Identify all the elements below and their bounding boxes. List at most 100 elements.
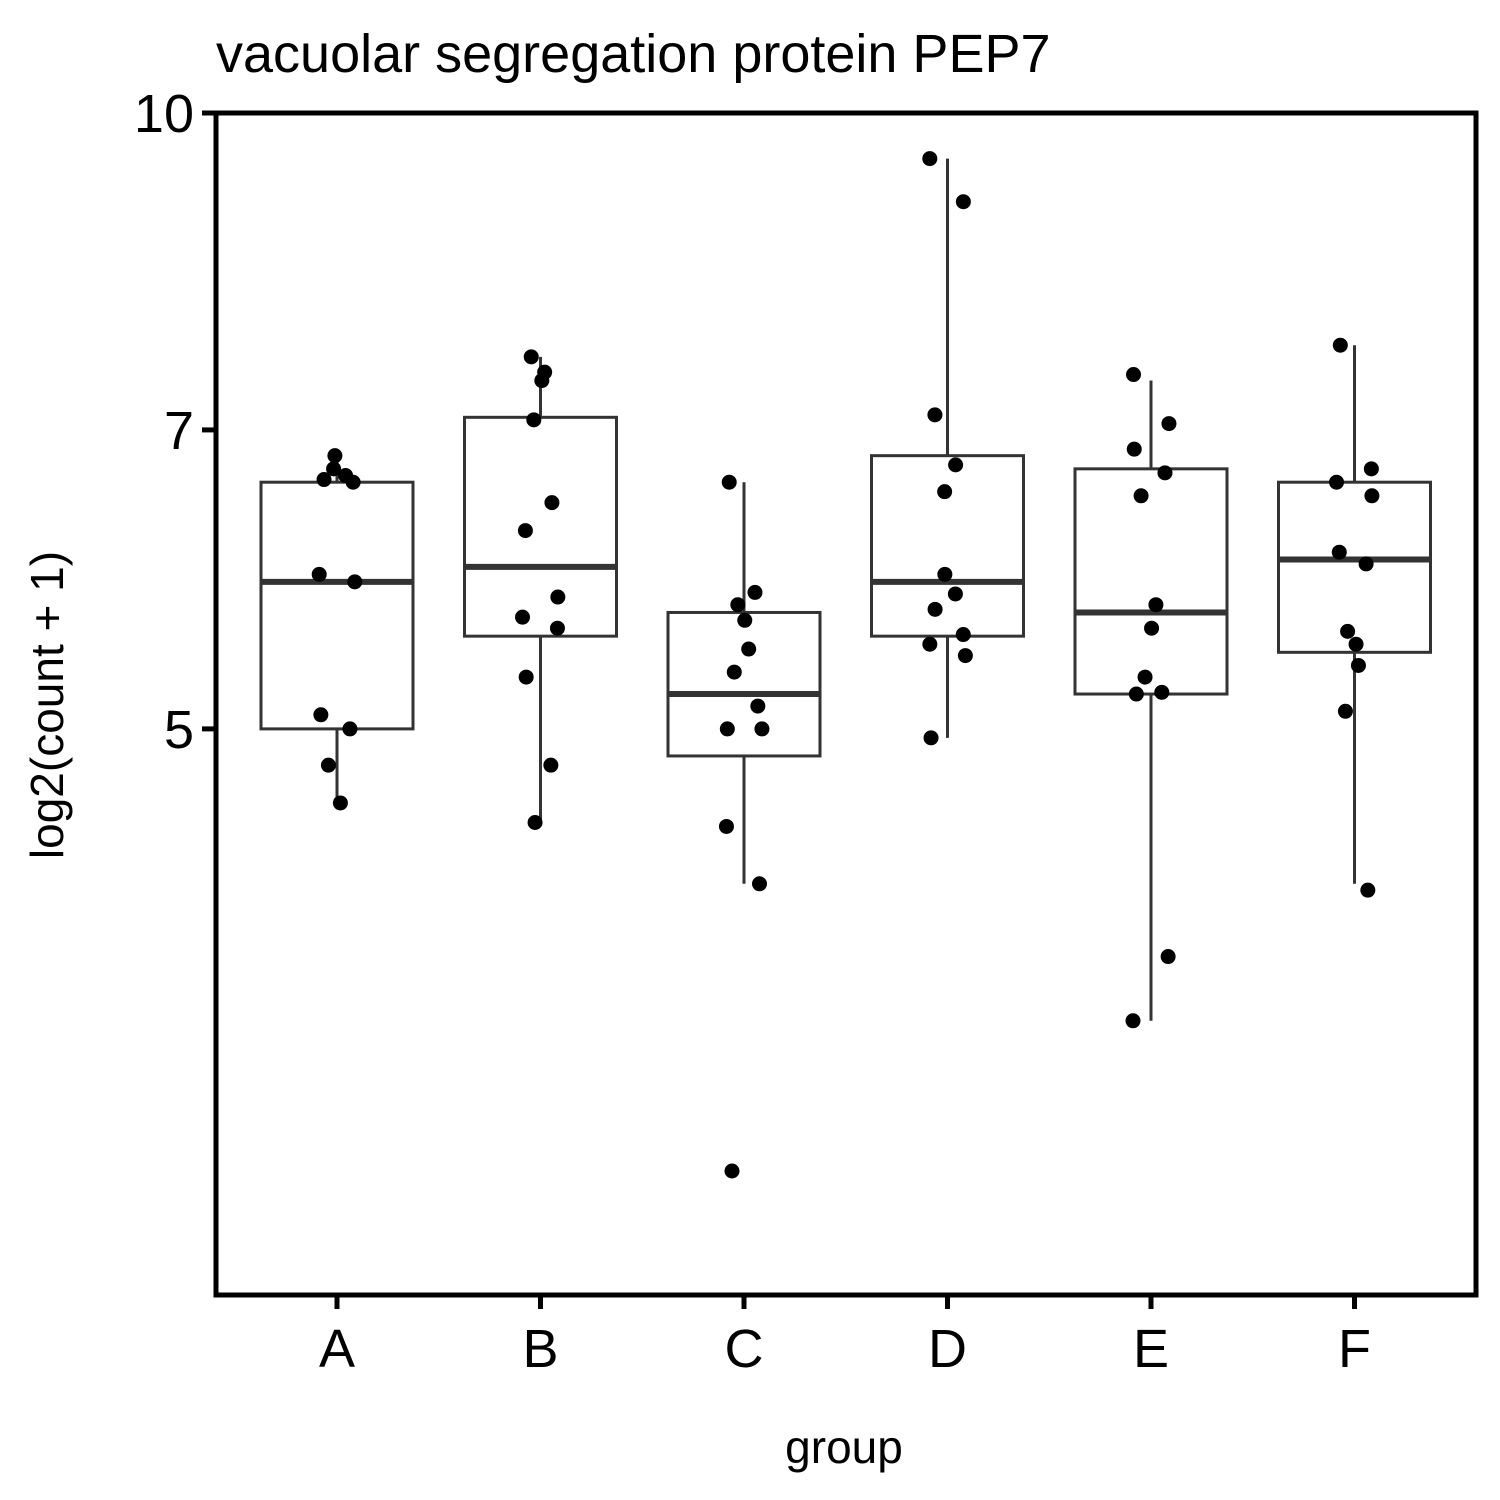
data-point — [1329, 474, 1345, 490]
data-point — [326, 461, 342, 477]
data-point — [957, 648, 973, 664]
data-point — [1160, 949, 1176, 965]
data-point — [922, 151, 938, 167]
data-point — [741, 641, 757, 657]
data-point — [526, 412, 542, 428]
data-point — [544, 495, 560, 511]
y-axis-title: log2(count + 1) — [21, 551, 73, 859]
box-group-a — [259, 455, 415, 803]
plot-border — [213, 110, 1479, 1298]
data-point — [927, 407, 943, 423]
data-point — [342, 721, 358, 737]
x-tick-label: B — [522, 1319, 558, 1379]
data-point — [730, 597, 746, 613]
points-group-c — [718, 474, 770, 1179]
data-point — [1126, 367, 1142, 383]
data-point — [948, 457, 964, 473]
x-tick-label: A — [319, 1319, 355, 1379]
data-point — [543, 757, 559, 773]
data-point — [751, 876, 767, 892]
data-point — [1337, 703, 1353, 719]
points-group-f — [1329, 337, 1380, 898]
box-iqr — [870, 454, 1025, 638]
data-point — [1137, 669, 1153, 685]
box-iqr — [259, 480, 415, 731]
y-tick-label: 5 — [164, 700, 194, 760]
x-tick-label: C — [725, 1319, 764, 1379]
box-group-e — [1073, 380, 1229, 1021]
data-point — [550, 589, 566, 605]
data-point — [523, 349, 539, 365]
box-group-c — [666, 482, 822, 884]
data-point — [737, 612, 753, 628]
data-point — [726, 664, 742, 680]
data-point — [1350, 657, 1366, 673]
data-point — [1358, 556, 1374, 572]
data-point — [1144, 620, 1160, 636]
data-point — [1154, 684, 1170, 700]
box-iqr — [1277, 480, 1432, 654]
data-point — [721, 474, 737, 490]
box-group-f — [1277, 345, 1432, 884]
data-point — [1161, 416, 1177, 432]
box-group-d — [870, 158, 1025, 738]
data-point — [1133, 488, 1149, 504]
data-point — [1364, 488, 1380, 504]
data-point — [517, 523, 533, 539]
box-iqr — [463, 415, 618, 638]
y-tick-label: 10 — [134, 84, 194, 144]
data-point — [1148, 597, 1164, 613]
data-point — [332, 795, 348, 811]
data-point — [754, 721, 770, 737]
axes: 5 7 10 A B C D E F — [134, 84, 1479, 1379]
plot-area — [259, 151, 1432, 1179]
chart-title: vacuolar segregation protein PEP7 — [216, 24, 1051, 84]
data-point — [327, 448, 343, 464]
box-iqr — [666, 610, 822, 758]
data-point — [927, 601, 943, 617]
points-group-a — [311, 448, 363, 811]
data-point — [1128, 686, 1144, 702]
data-point — [922, 636, 938, 652]
data-point — [1125, 1013, 1141, 1029]
x-tick-label: E — [1133, 1319, 1169, 1379]
points-group-e — [1125, 367, 1177, 1029]
points-group-d — [922, 151, 973, 746]
data-point — [1348, 636, 1364, 652]
data-point — [955, 194, 971, 210]
x-axis-title: group — [785, 1421, 903, 1473]
data-point — [1332, 337, 1348, 353]
data-point — [747, 584, 763, 600]
points-group-b — [515, 349, 566, 831]
data-point — [549, 620, 565, 636]
data-point — [345, 474, 361, 490]
data-point — [527, 815, 543, 831]
data-point — [1363, 461, 1379, 477]
data-point — [347, 574, 363, 590]
data-point — [1340, 623, 1356, 639]
x-tick-label: D — [928, 1319, 967, 1379]
x-tick-label: F — [1338, 1319, 1371, 1379]
data-point — [313, 707, 329, 723]
data-point — [947, 586, 963, 602]
data-point — [1360, 882, 1376, 898]
data-point — [518, 669, 534, 685]
data-point — [316, 472, 332, 488]
data-point — [534, 373, 550, 389]
box-group-b — [463, 356, 618, 823]
data-point — [718, 818, 734, 834]
box-iqr — [1073, 467, 1229, 696]
data-point — [1157, 465, 1173, 481]
data-point — [937, 566, 953, 582]
data-point — [320, 757, 336, 773]
y-tick-label: 7 — [164, 401, 194, 461]
data-point — [750, 698, 766, 714]
data-point — [955, 627, 971, 643]
data-point — [923, 730, 939, 746]
data-point — [1126, 441, 1142, 457]
data-point — [719, 721, 735, 737]
data-point — [1331, 544, 1347, 560]
data-point — [515, 609, 531, 625]
data-point — [937, 484, 953, 500]
